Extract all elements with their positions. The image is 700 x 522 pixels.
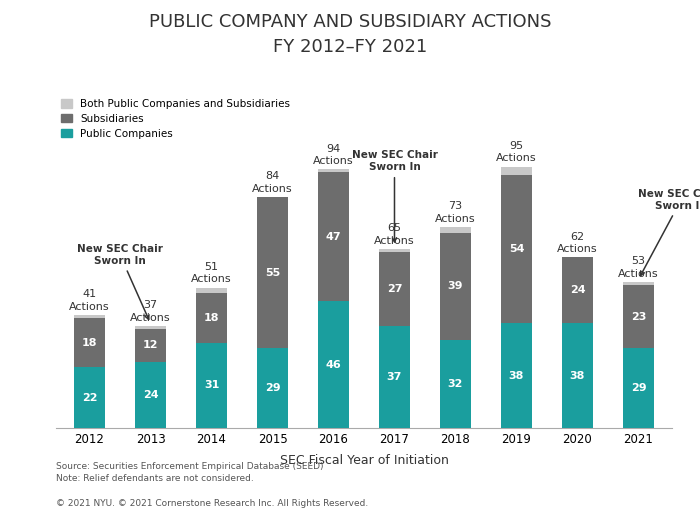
Bar xyxy=(196,343,227,428)
Bar xyxy=(74,318,105,367)
Bar xyxy=(379,249,410,252)
Bar xyxy=(562,257,593,324)
Text: 46: 46 xyxy=(326,360,342,370)
Bar xyxy=(440,340,470,428)
Bar xyxy=(318,301,349,428)
Text: 39: 39 xyxy=(448,281,463,291)
Text: 12: 12 xyxy=(143,340,158,350)
Text: © 2021 NYU. © 2021 Cornerstone Research Inc. All Rights Reserved.: © 2021 NYU. © 2021 Cornerstone Research … xyxy=(56,499,368,507)
Bar xyxy=(258,348,288,428)
Text: 73
Actions: 73 Actions xyxy=(435,201,476,224)
Text: Source: Securities Enforcement Empirical Database (SEED)
Note: Relief defendants: Source: Securities Enforcement Empirical… xyxy=(56,462,323,483)
Text: 23: 23 xyxy=(631,312,646,322)
Text: 37
Actions: 37 Actions xyxy=(130,301,171,323)
Text: 22: 22 xyxy=(82,393,97,403)
Bar xyxy=(135,329,166,362)
Text: New SEC Chair
Sworn In: New SEC Chair Sworn In xyxy=(638,189,700,276)
Text: 54: 54 xyxy=(509,244,524,254)
Text: 24: 24 xyxy=(570,286,585,295)
Bar xyxy=(318,172,349,301)
Text: 47: 47 xyxy=(326,232,342,242)
Bar xyxy=(501,167,532,175)
Legend: Both Public Companies and Subsidiaries, Subsidiaries, Public Companies: Both Public Companies and Subsidiaries, … xyxy=(61,99,290,138)
Bar xyxy=(196,293,227,343)
Bar xyxy=(501,324,532,428)
Bar xyxy=(562,324,593,428)
Text: 27: 27 xyxy=(386,284,402,294)
Text: PUBLIC COMPANY AND SUBSIDIARY ACTIONS
FY 2012–FY 2021: PUBLIC COMPANY AND SUBSIDIARY ACTIONS FY… xyxy=(148,13,552,56)
Bar xyxy=(318,169,349,172)
Bar xyxy=(440,227,470,233)
Text: 65
Actions: 65 Actions xyxy=(374,223,415,246)
Bar xyxy=(440,233,470,340)
Text: 29: 29 xyxy=(631,383,646,393)
Bar xyxy=(135,326,166,329)
Text: 32: 32 xyxy=(448,379,463,389)
Bar xyxy=(135,362,166,428)
Bar xyxy=(623,282,654,285)
Bar xyxy=(258,197,288,348)
Bar xyxy=(196,288,227,293)
Text: 55: 55 xyxy=(265,268,280,278)
Text: 95
Actions: 95 Actions xyxy=(496,141,537,163)
Text: New SEC Chair
Sworn In: New SEC Chair Sworn In xyxy=(77,244,163,319)
Text: 29: 29 xyxy=(265,383,280,393)
Bar xyxy=(501,175,532,324)
Bar xyxy=(74,315,105,318)
Text: 41
Actions: 41 Actions xyxy=(69,290,110,312)
Bar xyxy=(623,285,654,348)
Text: New SEC Chair
Sworn In: New SEC Chair Sworn In xyxy=(351,150,438,242)
Text: 51
Actions: 51 Actions xyxy=(191,262,232,284)
Text: 31: 31 xyxy=(204,381,219,390)
Bar xyxy=(623,348,654,428)
Bar xyxy=(379,252,410,326)
Text: 94
Actions: 94 Actions xyxy=(313,144,354,166)
Text: 18: 18 xyxy=(204,313,219,323)
Text: 62
Actions: 62 Actions xyxy=(557,232,598,254)
Text: 38: 38 xyxy=(509,371,524,381)
Bar xyxy=(74,367,105,428)
Text: 24: 24 xyxy=(143,390,158,400)
Text: 18: 18 xyxy=(82,338,97,348)
X-axis label: SEC Fiscal Year of Initiation: SEC Fiscal Year of Initiation xyxy=(279,454,449,467)
Text: 84
Actions: 84 Actions xyxy=(252,171,293,194)
Text: 38: 38 xyxy=(570,371,585,381)
Text: 53
Actions: 53 Actions xyxy=(618,256,659,279)
Text: 37: 37 xyxy=(387,372,402,382)
Bar xyxy=(379,326,410,428)
